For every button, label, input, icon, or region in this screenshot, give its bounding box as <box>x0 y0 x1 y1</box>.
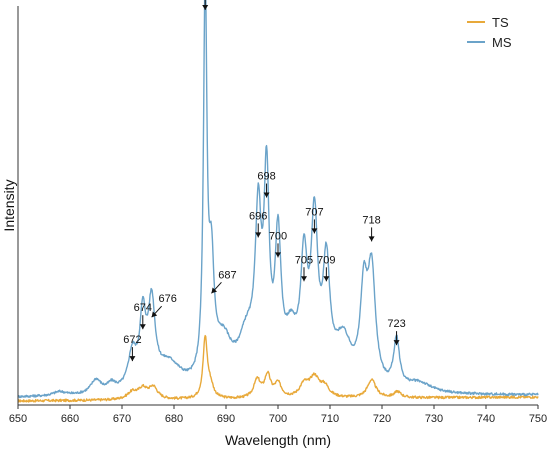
peak-label: 687 <box>218 269 236 281</box>
peak-label: 672 <box>123 334 141 346</box>
legend-label: TS <box>492 15 509 30</box>
peak-label: 718 <box>362 214 380 226</box>
series-ts-line <box>17 334 539 403</box>
x-tick-label: 650 <box>9 413 27 425</box>
series-ms-line <box>17 0 539 399</box>
x-tick-label: 730 <box>425 413 443 425</box>
y-axis-title: Intensity <box>1 179 17 231</box>
legend-label: MS <box>492 35 512 50</box>
legend: TS MS <box>467 15 512 50</box>
peak-label: 676 <box>158 293 176 305</box>
peak-annotation-718: 718 <box>362 214 381 242</box>
peak-annotation-686: 686 <box>202 0 209 10</box>
peak-label: 700 <box>269 230 287 242</box>
peak-label: 705 <box>295 254 313 266</box>
x-tick-label: 720 <box>373 413 391 425</box>
x-tick-label: 660 <box>61 413 79 425</box>
x-tick-label: 740 <box>477 413 495 425</box>
peak-arrow-head <box>129 356 136 362</box>
x-tick-label: 700 <box>269 413 287 425</box>
peak-label: 709 <box>317 254 335 266</box>
x-tick-label: 690 <box>217 413 235 425</box>
peak-arrow-head <box>323 276 330 282</box>
legend-entry-ms: MS <box>467 35 512 50</box>
x-tick-label: 670 <box>113 413 131 425</box>
peak-annotation-687: 687 <box>211 269 237 294</box>
peak-arrow-head <box>151 311 158 318</box>
peak-arrow-head <box>255 232 262 238</box>
peak-label: 698 <box>257 171 275 183</box>
peak-label: 707 <box>305 206 323 218</box>
peak-annotation-676: 676 <box>151 293 177 318</box>
peak-annotation-700: 700 <box>269 230 287 258</box>
peak-arrow-head <box>275 252 281 258</box>
x-tick-label: 710 <box>321 413 339 425</box>
peak-label: 674 <box>134 302 152 314</box>
peak-arrow-head <box>301 276 307 282</box>
peak-arrow-head <box>263 192 270 198</box>
x-axis-title: Wavelength (nm) <box>225 432 331 448</box>
peak-label: 723 <box>387 318 405 330</box>
peak-arrow-head <box>139 324 146 330</box>
series-layer <box>17 0 539 403</box>
legend-entry-ts: TS <box>467 15 509 30</box>
peak-arrow-head <box>368 236 375 242</box>
peak-annotation-709: 709 <box>317 254 336 282</box>
peak-arrow-head <box>211 287 218 294</box>
peak-annotation-674: 674 <box>134 302 152 330</box>
peak-arrow-head <box>393 340 400 346</box>
peak-annotation-698: 698 <box>257 171 276 198</box>
peak-arrow-head <box>311 228 318 234</box>
peak-annotation-696: 696 <box>249 210 267 238</box>
peak-label: 696 <box>249 210 267 222</box>
peak-arrow-head <box>202 4 209 10</box>
peak-annotation-705: 705 <box>295 254 313 282</box>
x-tick-label: 680 <box>165 413 183 425</box>
annotation-layer: 672 674 676 686 687 696 698 700 705 707 709 718 723 <box>123 0 406 362</box>
x-tick-label: 750 <box>529 413 547 425</box>
peak-annotation-672: 672 <box>123 334 142 362</box>
peak-annotation-707: 707 <box>305 206 324 234</box>
axis-layer: 650 660 670 680 690 700 710 720 730 740 750 <box>9 6 547 425</box>
peak-annotation-723: 723 <box>387 318 406 346</box>
